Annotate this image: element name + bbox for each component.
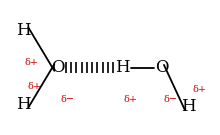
Text: δ+: δ+ — [28, 82, 42, 91]
Text: δ+: δ+ — [124, 95, 138, 104]
Text: H: H — [16, 96, 31, 113]
Text: O: O — [155, 59, 169, 76]
Text: δ+: δ+ — [25, 58, 39, 68]
Text: δ+: δ+ — [192, 85, 206, 94]
Text: δ−: δ− — [60, 95, 74, 104]
Text: H: H — [16, 22, 31, 39]
Text: O: O — [51, 59, 65, 76]
Text: H: H — [115, 59, 129, 76]
Text: H: H — [182, 98, 196, 115]
Text: δ−: δ− — [164, 95, 178, 104]
